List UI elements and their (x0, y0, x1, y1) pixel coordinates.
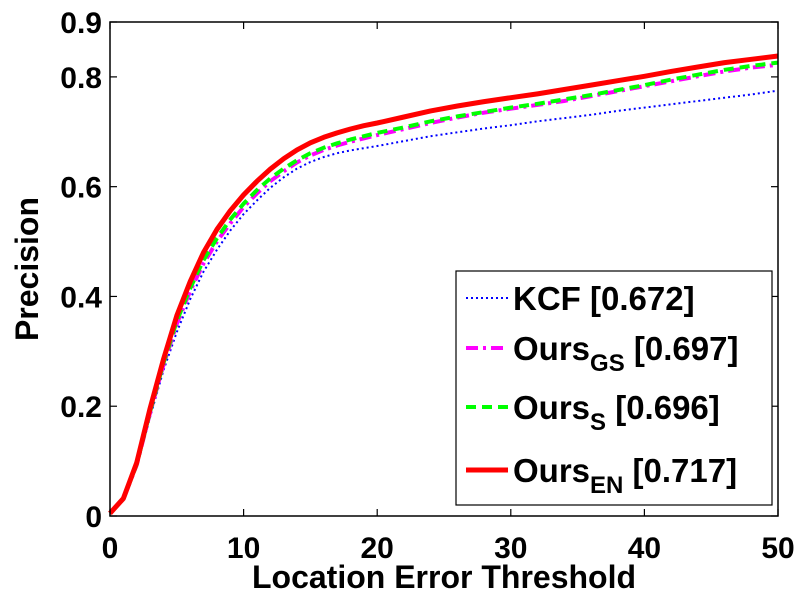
x-tick-label: 20 (361, 532, 394, 565)
legend-box (455, 270, 773, 506)
y-axis-label: Precision (9, 197, 45, 341)
y-tick-label: 0.8 (60, 62, 102, 95)
x-tick-label: 40 (628, 532, 661, 565)
y-tick-label: 0 (85, 501, 102, 534)
series-line-en (108, 53, 779, 515)
legend-label: OursEN [0.717] (513, 452, 737, 499)
x-tick-label: 50 (761, 532, 794, 565)
x-tick-label: 30 (494, 532, 527, 565)
axis-ticks: 0 10 20 30 40 50 0 0.2 0.4 0.6 0.8 0.9 (60, 7, 794, 565)
series-lines (108, 53, 779, 515)
legend: KCF [0.672] OursGS [0.697] OursS [0.696] Ou… (455, 270, 773, 506)
y-tick-label: 0.2 (60, 391, 102, 424)
series-line-kcf (109, 89, 779, 514)
x-tick-label: 10 (227, 532, 260, 565)
x-tick-label: 0 (102, 532, 119, 565)
legend-label: OursGS [0.697] (513, 330, 738, 377)
axes-box (109, 21, 779, 517)
legend-label: KCF [0.672] (513, 280, 695, 317)
x-axis-label: Location Error Threshold (252, 559, 636, 595)
y-tick-label: 0.6 (60, 172, 102, 205)
y-tick-label: 0.4 (60, 281, 102, 314)
series-line-s (108, 60, 779, 515)
y-tick-label: 0.9 (60, 7, 102, 40)
legend-label: OursS [0.696] (513, 389, 720, 436)
